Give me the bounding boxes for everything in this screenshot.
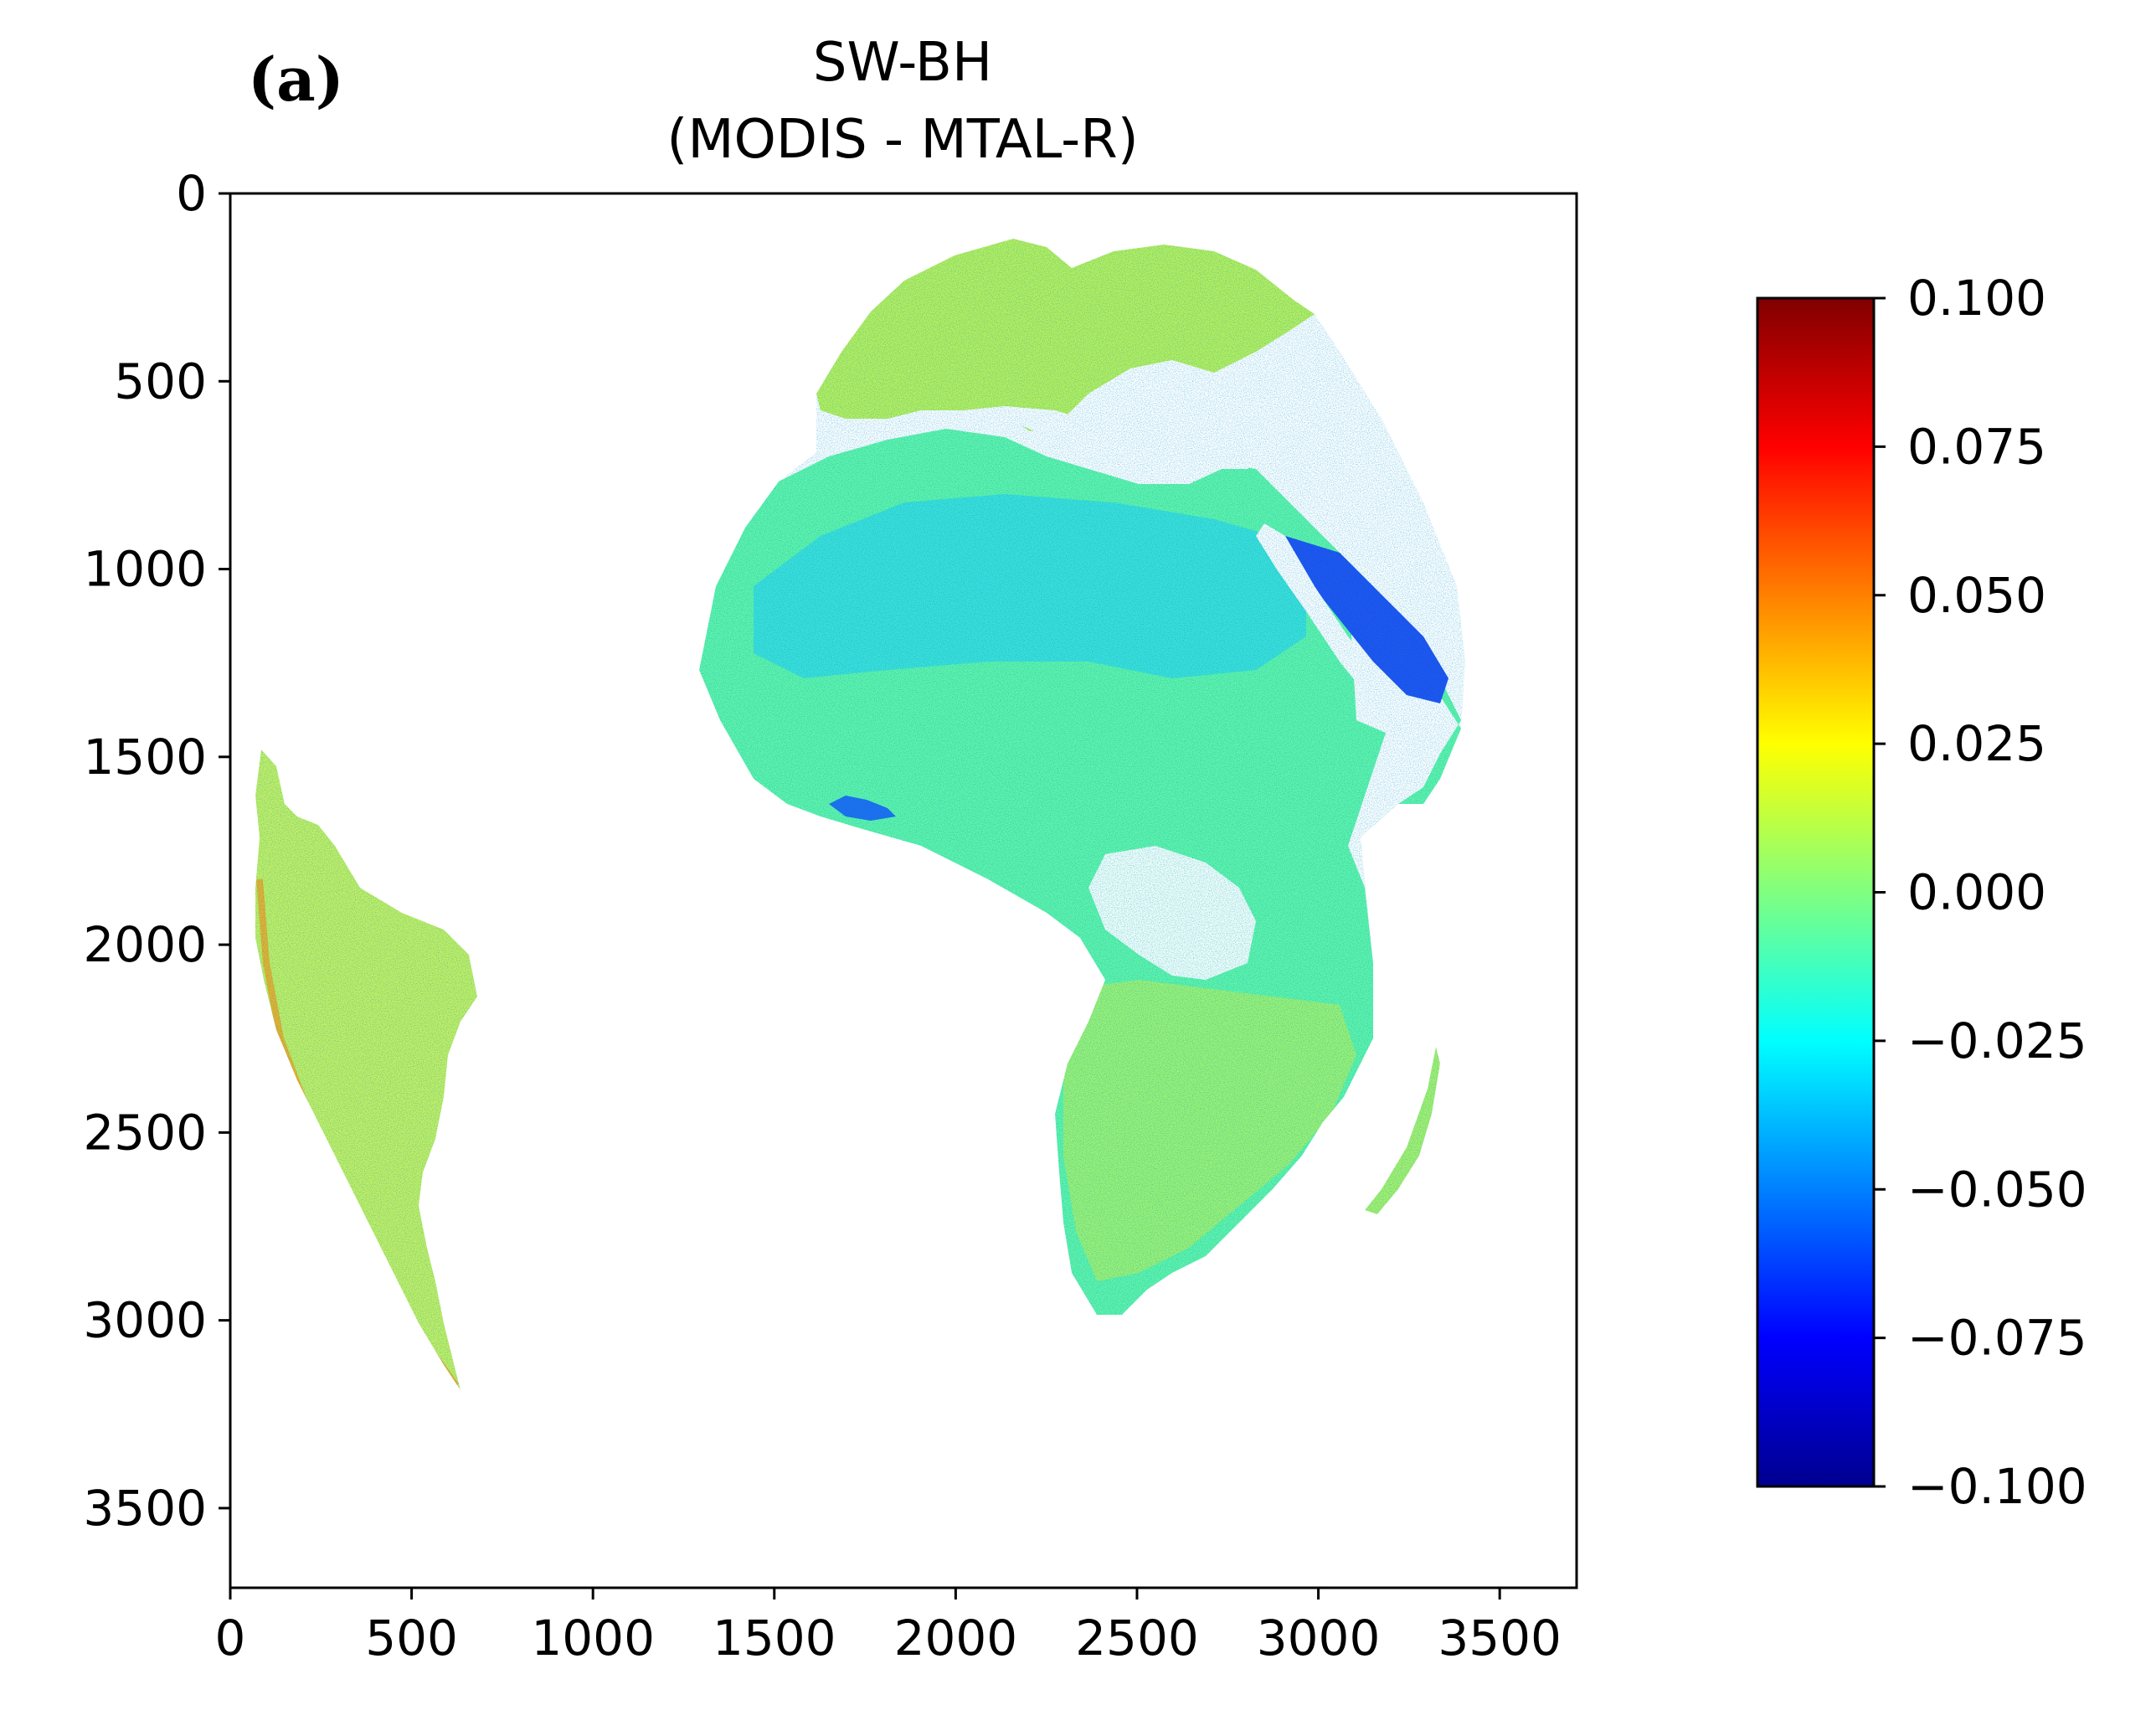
ocean-mask xyxy=(230,193,1577,1588)
colorbar-tick-label: 0.100 xyxy=(1907,270,2046,327)
x-tick-label: 1000 xyxy=(531,1610,655,1666)
y-tick-label: 2500 xyxy=(83,1104,207,1161)
colorbar-ticks: 0.100 0.075 0.050 0.025 0.000 −0.025 −0.050 −0.… xyxy=(1874,270,2087,1515)
colorbar-tick-label: 0.000 xyxy=(1907,864,2046,921)
y-tick-label: 1500 xyxy=(83,729,207,786)
chart-subtitle: (MODIS - MTAL-R) xyxy=(666,109,1138,171)
y-tick-label: 500 xyxy=(114,353,207,410)
x-tick-label: 2000 xyxy=(894,1610,1018,1666)
colorbar-tick-label: 0.075 xyxy=(1907,418,2046,475)
colorbar-tick-label: −0.050 xyxy=(1907,1161,2087,1218)
x-tick-label: 2500 xyxy=(1075,1610,1199,1666)
x-tick-label: 3500 xyxy=(1438,1610,1562,1666)
x-axis: 0 500 1000 1500 2000 2500 3000 3500 xyxy=(215,1588,1562,1666)
y-tick-label: 0 xyxy=(176,165,207,222)
y-axis: 0 500 1000 1500 2000 2500 3000 3500 xyxy=(83,165,230,1537)
colorbar xyxy=(1756,296,1876,1488)
colorbar-tick-label: −0.025 xyxy=(1907,1012,2087,1069)
x-tick-label: 500 xyxy=(365,1610,458,1666)
x-tick-label: 1500 xyxy=(713,1610,836,1666)
y-tick-label: 3500 xyxy=(83,1480,207,1537)
colorbar-tick-label: 0.050 xyxy=(1907,567,2046,624)
y-tick-label: 1000 xyxy=(83,541,207,598)
colorbar-tick-label: −0.075 xyxy=(1907,1310,2087,1367)
axes-frame xyxy=(229,192,1578,1589)
panel-label: (a) xyxy=(248,44,344,115)
x-tick-label: 0 xyxy=(215,1610,246,1666)
chart-title: SW-BH xyxy=(813,32,992,94)
x-tick-label: 3000 xyxy=(1257,1610,1381,1666)
colorbar-tick-label: −0.100 xyxy=(1907,1458,2087,1515)
map-image xyxy=(230,193,1577,1588)
y-tick-label: 3000 xyxy=(83,1292,207,1349)
colorbar-tick-label: 0.025 xyxy=(1907,715,2046,772)
y-tick-label: 2000 xyxy=(83,916,207,973)
